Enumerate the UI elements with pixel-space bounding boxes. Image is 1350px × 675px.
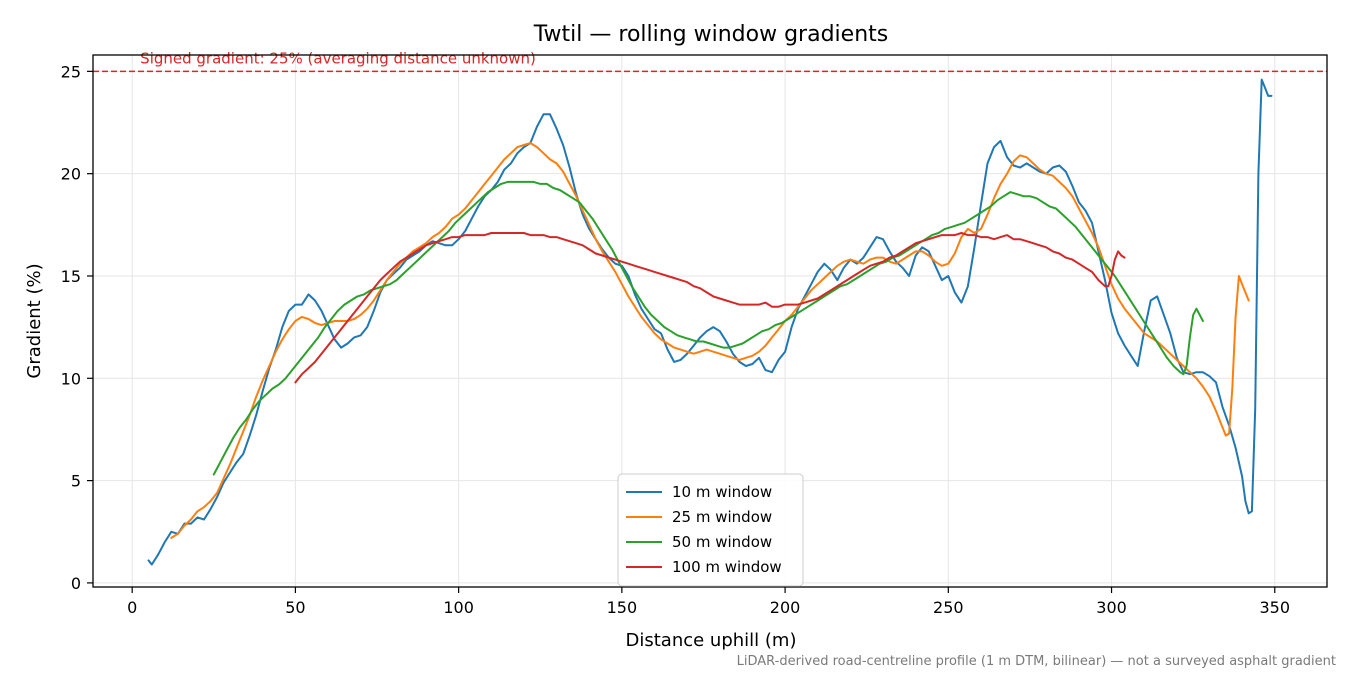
x-axis-ticks: 0 50 100 150 200 250 300 350 [127,587,1290,617]
x-tick-label: 350 [1259,598,1290,617]
reference-line-group: Signed gradient: 25% (averaging distance… [93,49,1327,73]
x-tick-label: 0 [127,598,137,617]
series-line-4 [294,232,1126,384]
footnote: LiDAR-derived road-centreline profile (1… [737,654,1336,669]
reference-line-label: Signed gradient: 25% (averaging distance… [140,49,536,67]
x-tick-label: 300 [1096,598,1127,617]
x-axis-label: Distance uphill (m) [626,630,797,651]
legend-label: 50 m window [672,533,772,551]
series-line-1 [147,78,1273,566]
legend-label: 10 m window [672,483,772,501]
y-tick-label: 10 [61,369,81,388]
y-axis-ticks: 0 5 10 15 20 25 [61,62,93,593]
y-tick-label: 0 [71,574,81,593]
x-tick-label: 50 [285,598,305,617]
legend: 10 m window 25 m window 50 m window 100 m w… [617,473,804,587]
y-axis-label: Gradient (%) [24,263,45,378]
plot-frame [92,54,1328,588]
legend-label: 25 m window [672,508,772,526]
y-tick-label: 5 [71,472,81,491]
x-tick-label: 250 [933,598,964,617]
series-line-3 [212,180,1204,476]
chart-title: Twtil — rolling window gradients [533,22,888,47]
x-tick-label: 200 [770,598,801,617]
x-tick-label: 150 [607,598,638,617]
y-tick-label: 15 [61,267,81,286]
series-line-2 [170,142,1250,539]
series-group [147,78,1273,566]
legend-box [617,473,804,587]
y-tick-label: 20 [61,165,81,184]
x-tick-label: 100 [443,598,474,617]
legend-label: 100 m window [672,558,782,576]
y-tick-label: 25 [61,62,81,81]
